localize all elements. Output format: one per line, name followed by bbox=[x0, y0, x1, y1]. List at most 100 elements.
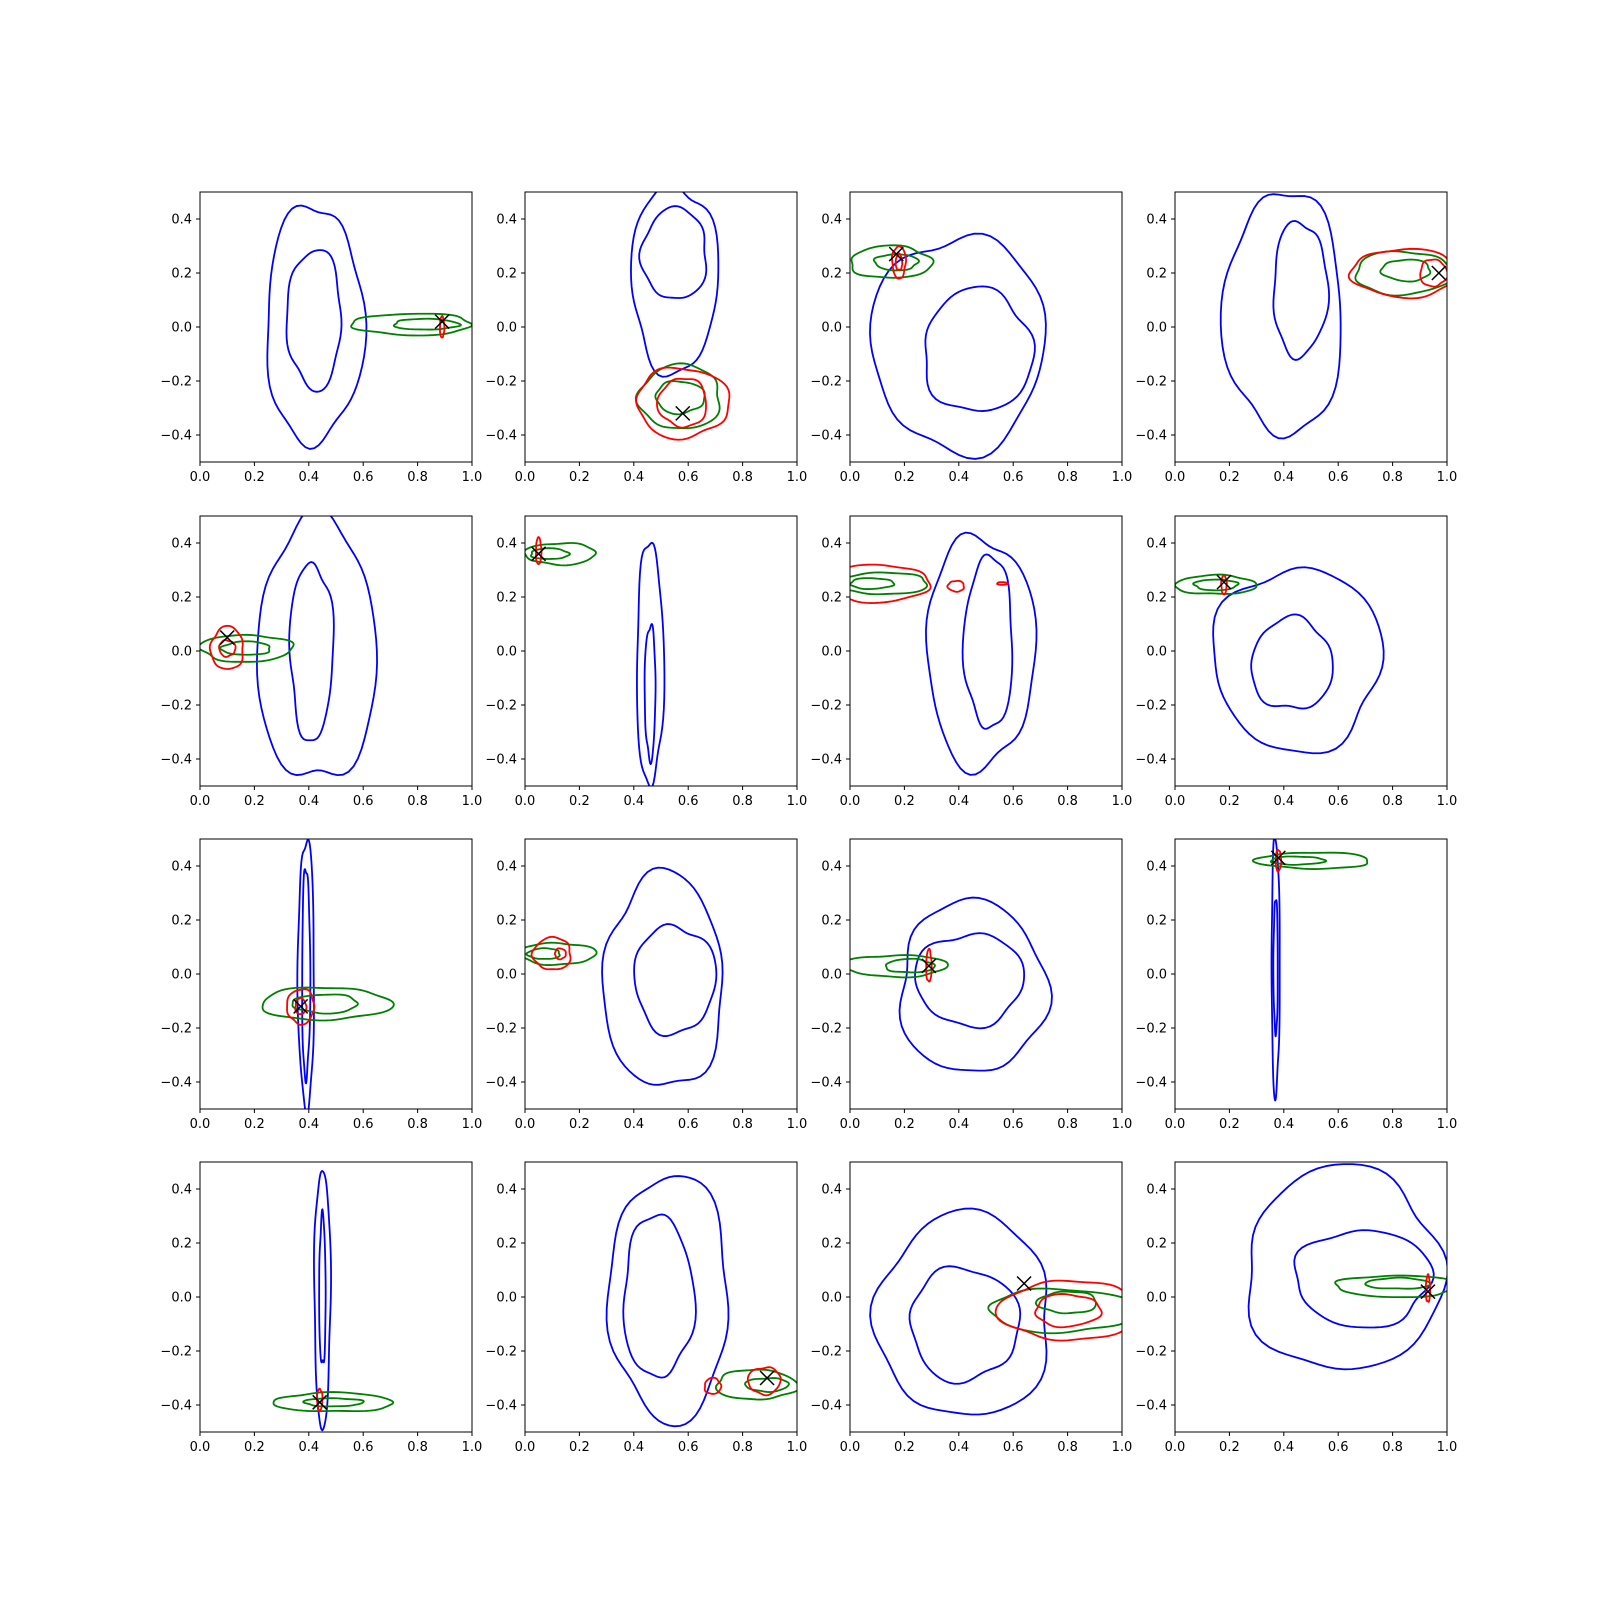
x-tick-label: 0.4 bbox=[948, 794, 969, 809]
blue-contour bbox=[318, 1208, 327, 1364]
blue-contour bbox=[638, 205, 708, 299]
x-tick-label: 1.0 bbox=[1112, 1440, 1133, 1455]
y-tick-label: −0.2 bbox=[1135, 1022, 1167, 1037]
green-contour bbox=[850, 244, 935, 279]
y-tick-label: 0.0 bbox=[821, 321, 842, 336]
subplot-14: 0.0 0.2 0.4 0.6 0.8 1.0 −0.4 −0.2 0.0 0.2 0.4 bbox=[485, 1161, 807, 1455]
green-contour bbox=[1035, 1290, 1097, 1315]
y-tick-label: 0.2 bbox=[821, 267, 842, 282]
subplot-8: 0.0 0.2 0.4 0.6 0.8 1.0 −0.4 −0.2 0.0 0.2 0.4 bbox=[1135, 515, 1457, 809]
blue-contour bbox=[914, 932, 1026, 1030]
x-tick-label: 0.8 bbox=[732, 794, 753, 809]
green-contour bbox=[525, 947, 561, 960]
blue-contour bbox=[622, 1213, 697, 1379]
x-tick-label: 0.4 bbox=[298, 1440, 319, 1455]
x-tick-label: 0.2 bbox=[1219, 470, 1240, 485]
x-marker bbox=[434, 314, 450, 330]
blue-contour bbox=[285, 249, 343, 393]
y-tick-label: 0.4 bbox=[1146, 213, 1167, 228]
panel-grid: 0.0 0.2 0.4 0.6 0.8 1.0−0.4−0.20.00.20.40.0 0.… bbox=[160, 191, 1458, 1455]
y-tick-label: −0.2 bbox=[485, 699, 517, 714]
axes-frame bbox=[1174, 515, 1448, 787]
x-tick-label: 0.0 bbox=[515, 470, 536, 485]
y-tick-label: 0.0 bbox=[496, 645, 517, 660]
y-tick-label: 0.0 bbox=[821, 1291, 842, 1306]
red-contour bbox=[850, 563, 932, 604]
y-tick-label: −0.4 bbox=[485, 429, 517, 444]
x-tick-label: 0.2 bbox=[569, 470, 590, 485]
x-tick-label: 0.8 bbox=[732, 1117, 753, 1132]
x-tick-label: 1.0 bbox=[1112, 794, 1133, 809]
green-contour bbox=[1379, 258, 1432, 283]
x-tick-label: 0.4 bbox=[623, 794, 644, 809]
axes-frame bbox=[849, 515, 1123, 787]
subplot-5: 0.0 0.2 0.4 0.6 0.8 1.0 −0.4 −0.2 0.0 0.2 0.4 bbox=[160, 515, 482, 809]
y-tick-label: −0.2 bbox=[810, 1022, 842, 1037]
blue-contour bbox=[1250, 613, 1334, 710]
blue-contour bbox=[633, 923, 718, 1037]
x-tick-label: 0.0 bbox=[190, 470, 211, 485]
y-tick-label: 0.2 bbox=[1146, 267, 1167, 282]
x-tick-label: 0.8 bbox=[407, 794, 428, 809]
subplot-13: 0.0 0.2 0.4 0.6 0.8 1.0 −0.4 −0.2 0.0 0.2 0.4 bbox=[160, 1161, 482, 1455]
x-tick-label: 1.0 bbox=[1112, 1117, 1133, 1132]
y-tick-label: 0.0 bbox=[496, 968, 517, 983]
y-tick-label: −0.4 bbox=[810, 1076, 842, 1091]
red-contour bbox=[535, 536, 543, 565]
x-tick-label: 0.6 bbox=[1003, 1117, 1024, 1132]
y-tick-label: 0.4 bbox=[171, 1183, 192, 1198]
x-tick-label: 0.4 bbox=[298, 470, 319, 485]
y-tick-label: 0.0 bbox=[1146, 645, 1167, 660]
plot-area bbox=[605, 1175, 797, 1428]
x-tick-label: 0.4 bbox=[623, 470, 644, 485]
y-tick-label: −0.4 bbox=[810, 429, 842, 444]
green-contour bbox=[1269, 855, 1328, 866]
green-contour bbox=[1251, 851, 1369, 870]
green-contour bbox=[525, 941, 598, 966]
x-tick-label: 1.0 bbox=[1437, 1117, 1458, 1132]
plot-area bbox=[261, 839, 395, 1109]
y-tick-label: 0.4 bbox=[496, 860, 517, 875]
red-contour bbox=[553, 947, 567, 961]
red-contour bbox=[746, 1366, 782, 1397]
x-tick-label: 0.8 bbox=[407, 1117, 428, 1132]
y-tick-label: 0.2 bbox=[171, 1237, 192, 1252]
y-tick-label: 0.2 bbox=[1146, 914, 1167, 929]
plot-area bbox=[869, 1207, 1122, 1416]
blue-contour bbox=[296, 839, 315, 1109]
x-tick-label: 1.0 bbox=[787, 1117, 808, 1132]
x-tick-label: 1.0 bbox=[1437, 1440, 1458, 1455]
y-tick-label: −0.4 bbox=[485, 1399, 517, 1414]
x-tick-label: 0.0 bbox=[190, 1440, 211, 1455]
y-tick-label: 0.0 bbox=[496, 1291, 517, 1306]
plot-area bbox=[525, 866, 724, 1086]
blue-contour bbox=[898, 896, 1053, 1072]
x-tick-label: 0.8 bbox=[1382, 794, 1403, 809]
y-tick-label: −0.2 bbox=[1135, 1345, 1167, 1360]
blue-contour bbox=[266, 204, 368, 450]
subplot-2: 0.0 0.2 0.4 0.6 0.8 1.0 −0.4 −0.2 0.0 0.2 0.4 bbox=[485, 191, 807, 485]
subplot-3: 0.0 0.2 0.4 0.6 0.8 1.0 −0.4 −0.2 0.0 0.2 0.4 bbox=[810, 191, 1132, 485]
x-tick-label: 0.6 bbox=[353, 1440, 374, 1455]
red-contour bbox=[925, 947, 933, 983]
subplot-11: 0.0 0.2 0.4 0.6 0.8 1.0 −0.4 −0.2 0.0 0.2 0.4 bbox=[810, 838, 1133, 1132]
y-tick-label: 0.2 bbox=[1146, 591, 1167, 606]
x-tick-label: 0.0 bbox=[840, 794, 861, 809]
x-tick-label: 0.6 bbox=[1003, 470, 1024, 485]
y-tick-label: −0.2 bbox=[160, 1022, 192, 1037]
blue-contour bbox=[1293, 1229, 1435, 1329]
x-marker bbox=[1431, 265, 1447, 281]
x-tick-label: 0.8 bbox=[1057, 470, 1078, 485]
x-tick-label: 0.2 bbox=[569, 794, 590, 809]
x-tick-label: 0.6 bbox=[678, 1440, 699, 1455]
y-tick-label: −0.2 bbox=[1135, 375, 1167, 390]
subplot-16: 0.0 0.2 0.4 0.6 0.8 1.0 −0.4 −0.2 0.0 0.2 0.4 bbox=[1135, 1161, 1458, 1455]
green-contour bbox=[850, 571, 929, 596]
y-tick-label: 0.2 bbox=[171, 591, 192, 606]
blue-contour bbox=[869, 1207, 1048, 1416]
x-tick-label: 0.0 bbox=[515, 794, 536, 809]
blue-contour bbox=[1212, 566, 1385, 755]
green-contour bbox=[714, 1368, 797, 1401]
plot-area bbox=[525, 536, 666, 786]
x-tick-label: 0.6 bbox=[678, 794, 699, 809]
